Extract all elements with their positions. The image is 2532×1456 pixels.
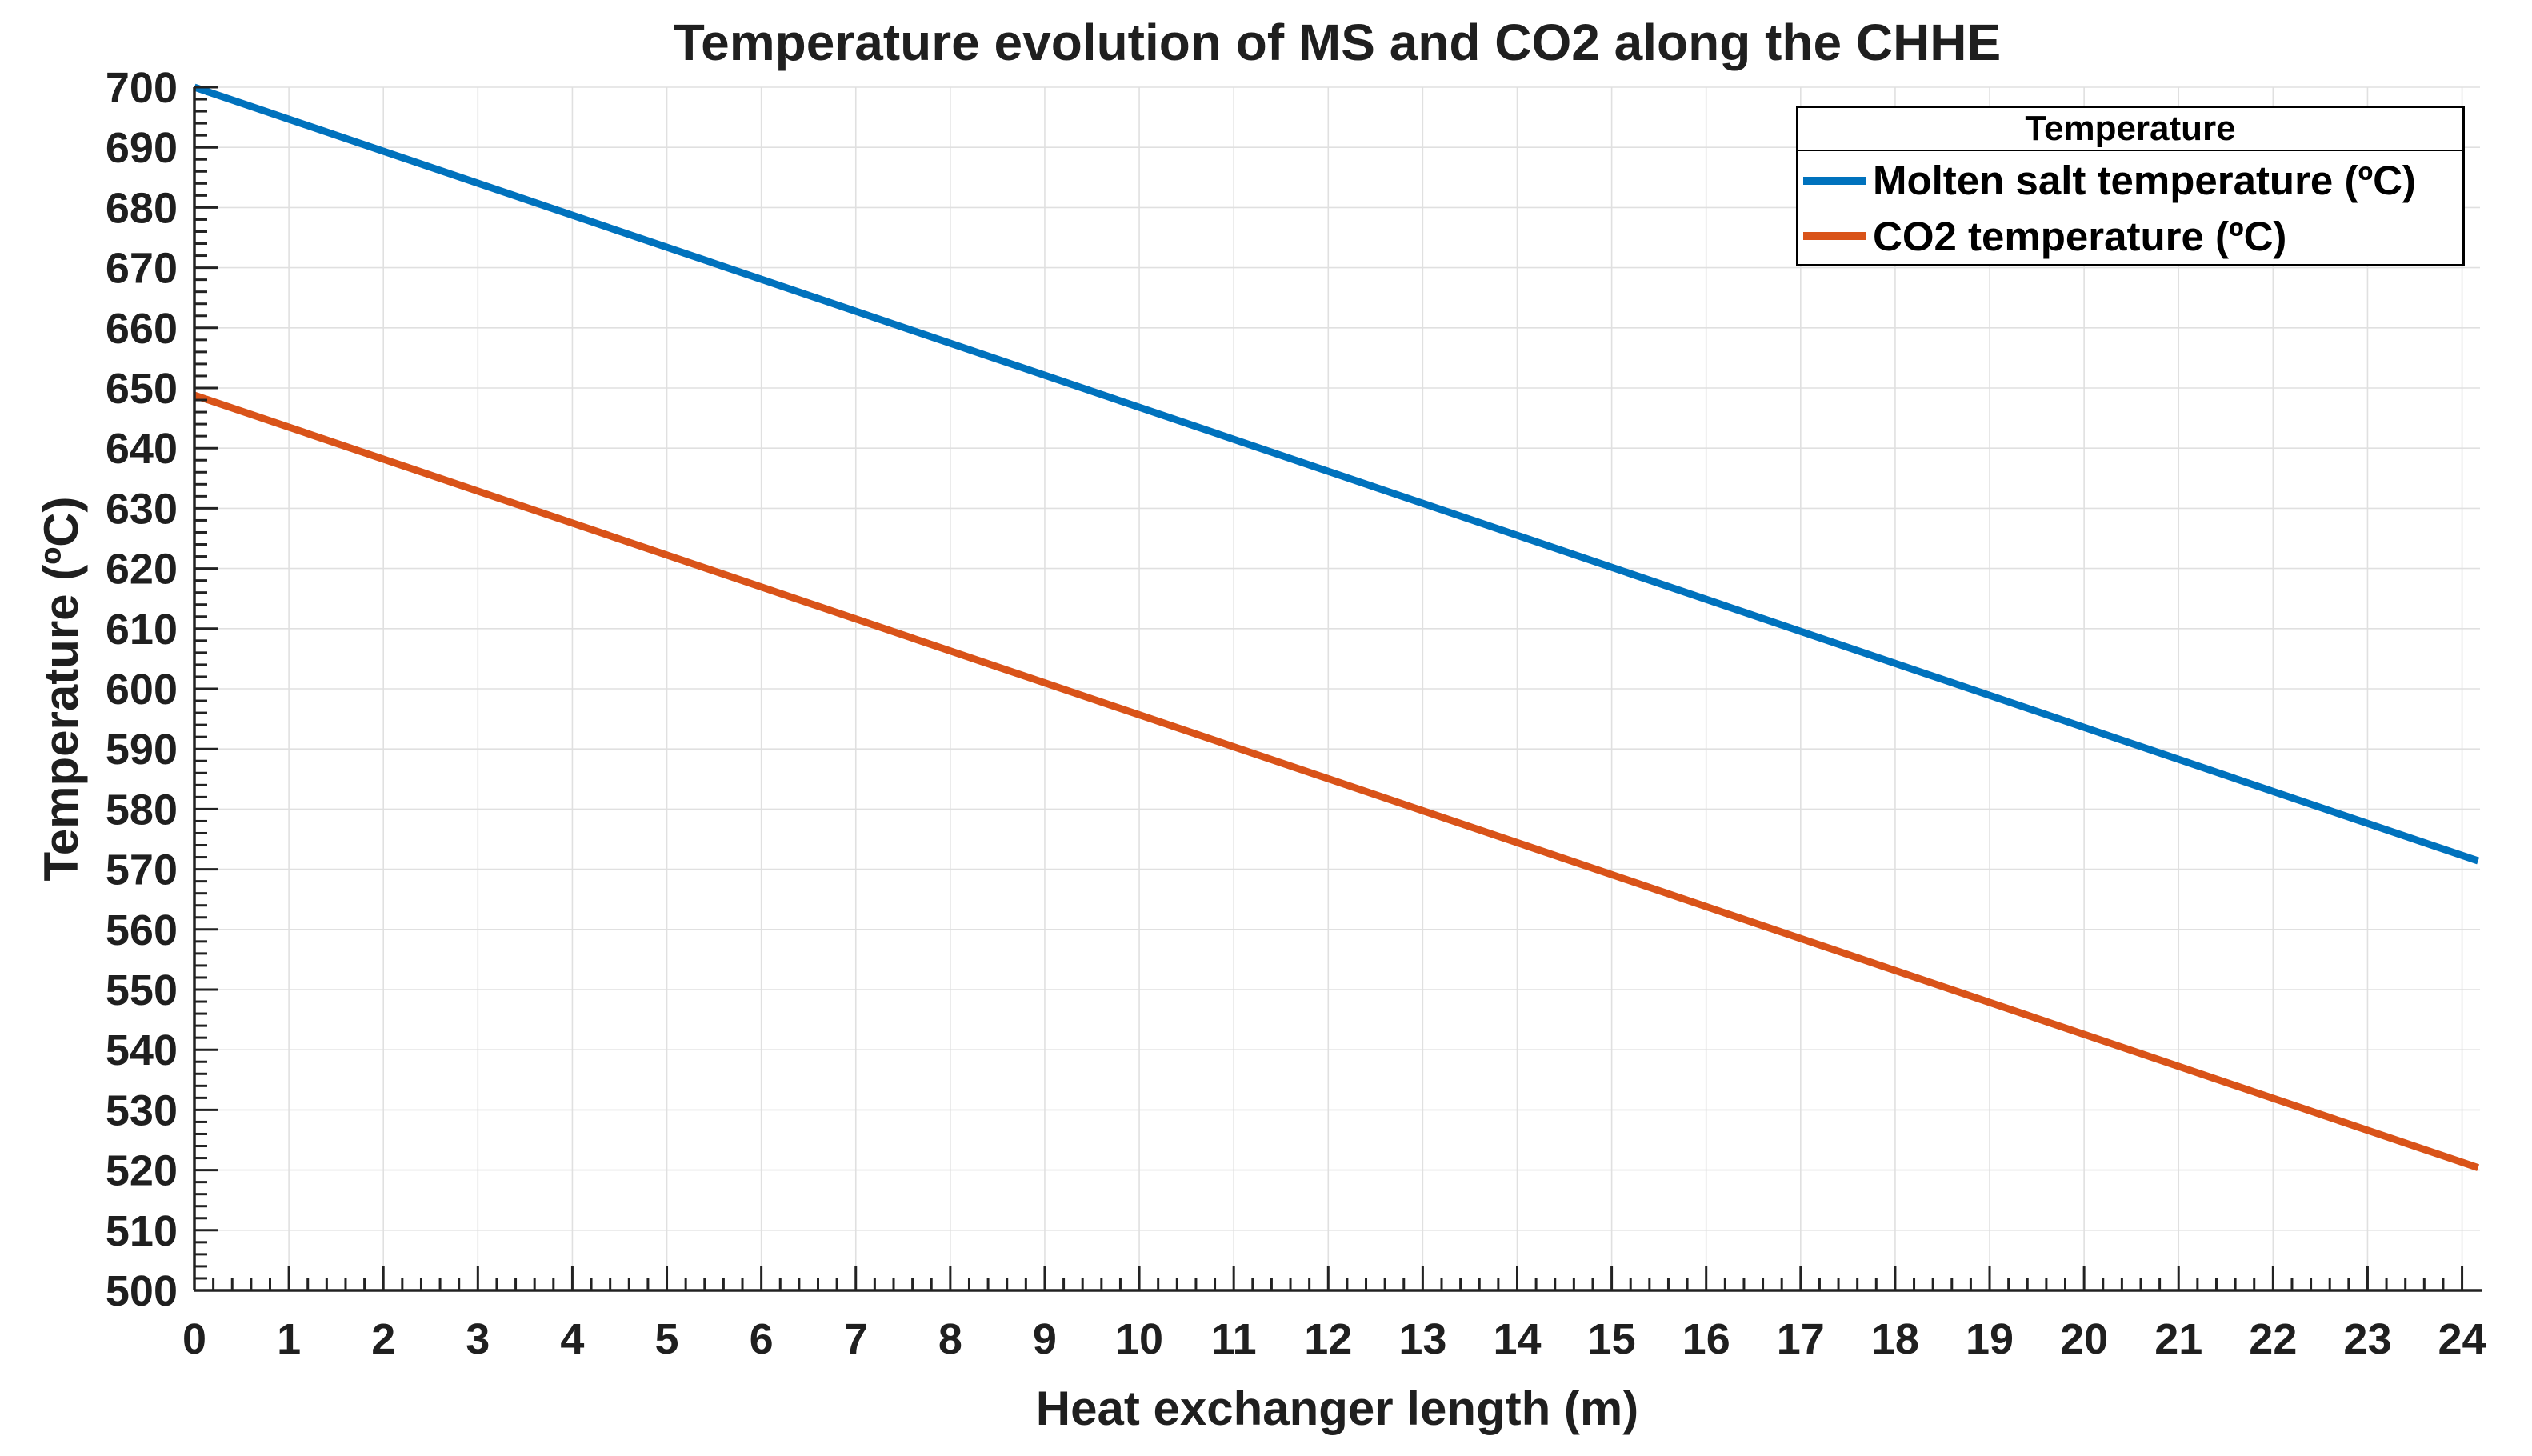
x-tick-label: 16 [1682, 1315, 1730, 1363]
x-tick-label: 9 [1033, 1315, 1057, 1363]
x-tick-label: 15 [1588, 1315, 1636, 1363]
x-tick-label: 1 [277, 1315, 301, 1363]
y-tick-label: 540 [106, 1026, 178, 1074]
y-axis-label: Temperature (ºC) [34, 496, 88, 882]
x-tick-label: 13 [1398, 1315, 1446, 1363]
y-tick-label: 530 [106, 1086, 178, 1134]
x-tick-label: 4 [560, 1315, 584, 1363]
x-tick-label: 12 [1304, 1315, 1352, 1363]
x-tick-label: 20 [2060, 1315, 2108, 1363]
y-tick-label: 680 [106, 184, 178, 232]
x-tick-label: 11 [1211, 1315, 1257, 1363]
x-tick-label: 7 [844, 1315, 868, 1363]
y-tick-label: 690 [106, 124, 178, 172]
chart-title: Temperature evolution of MS and CO2 alon… [673, 14, 2002, 71]
legend-items: Molten salt temperature (ºC) CO2 tempera… [1798, 151, 2462, 266]
y-tick-label: 590 [106, 726, 178, 774]
x-tick-label: 5 [655, 1315, 679, 1363]
x-tick-label: 8 [938, 1315, 962, 1363]
y-tick-label: 570 [106, 846, 178, 894]
x-tick-label: 23 [2343, 1315, 2391, 1363]
y-tick-label: 620 [106, 546, 178, 594]
y-tick-label: 700 [106, 64, 178, 112]
y-tick-label: 600 [106, 666, 178, 714]
y-tick-label: 500 [106, 1267, 178, 1315]
y-tick-label: 560 [106, 906, 178, 954]
y-tick-label: 550 [106, 966, 178, 1014]
legend: Temperature Molten salt temperature (ºC)… [1796, 106, 2465, 266]
x-axis-label: Heat exchanger length (m) [1035, 1382, 1639, 1435]
series-line-co2 [193, 391, 2480, 1171]
legend-item: Molten salt temperature (ºC) [1798, 157, 2462, 204]
y-tick-label: 640 [106, 425, 178, 473]
legend-item-label: CO2 temperature (ºC) [1873, 213, 2287, 259]
y-tick-label: 630 [106, 485, 178, 533]
x-tick-label: 0 [182, 1315, 206, 1363]
series-line-molten-salt [193, 83, 2480, 865]
x-tick-label: 18 [1871, 1315, 1919, 1363]
y-tick-label: 650 [106, 365, 178, 413]
legend-title: Temperature [1798, 108, 2462, 151]
y-tick-label: 660 [106, 305, 178, 353]
legend-item: CO2 temperature (ºC) [1798, 213, 2462, 260]
x-tick-label: 10 [1115, 1315, 1163, 1363]
x-tick-label: 14 [1493, 1315, 1541, 1363]
legend-line-swatch [1803, 176, 1866, 185]
x-tick-label: 3 [466, 1315, 490, 1363]
x-tick-label: 22 [2249, 1315, 2297, 1363]
legend-item-label: Molten salt temperature (ºC) [1873, 158, 2416, 204]
y-tick-label: 520 [106, 1147, 178, 1195]
x-tick-label: 19 [1966, 1315, 2014, 1363]
y-tick-label: 510 [106, 1207, 178, 1255]
y-tick-label: 610 [106, 606, 178, 654]
x-tick-label: 21 [2154, 1315, 2202, 1363]
x-tick-label: 2 [371, 1315, 395, 1363]
x-tick-label: 24 [2438, 1315, 2486, 1363]
legend-line-swatch [1803, 232, 1866, 241]
y-tick-label: 580 [106, 786, 178, 834]
x-tick-label: 17 [1777, 1315, 1825, 1363]
x-tick-label: 6 [750, 1315, 774, 1363]
y-tick-label: 670 [106, 245, 178, 293]
